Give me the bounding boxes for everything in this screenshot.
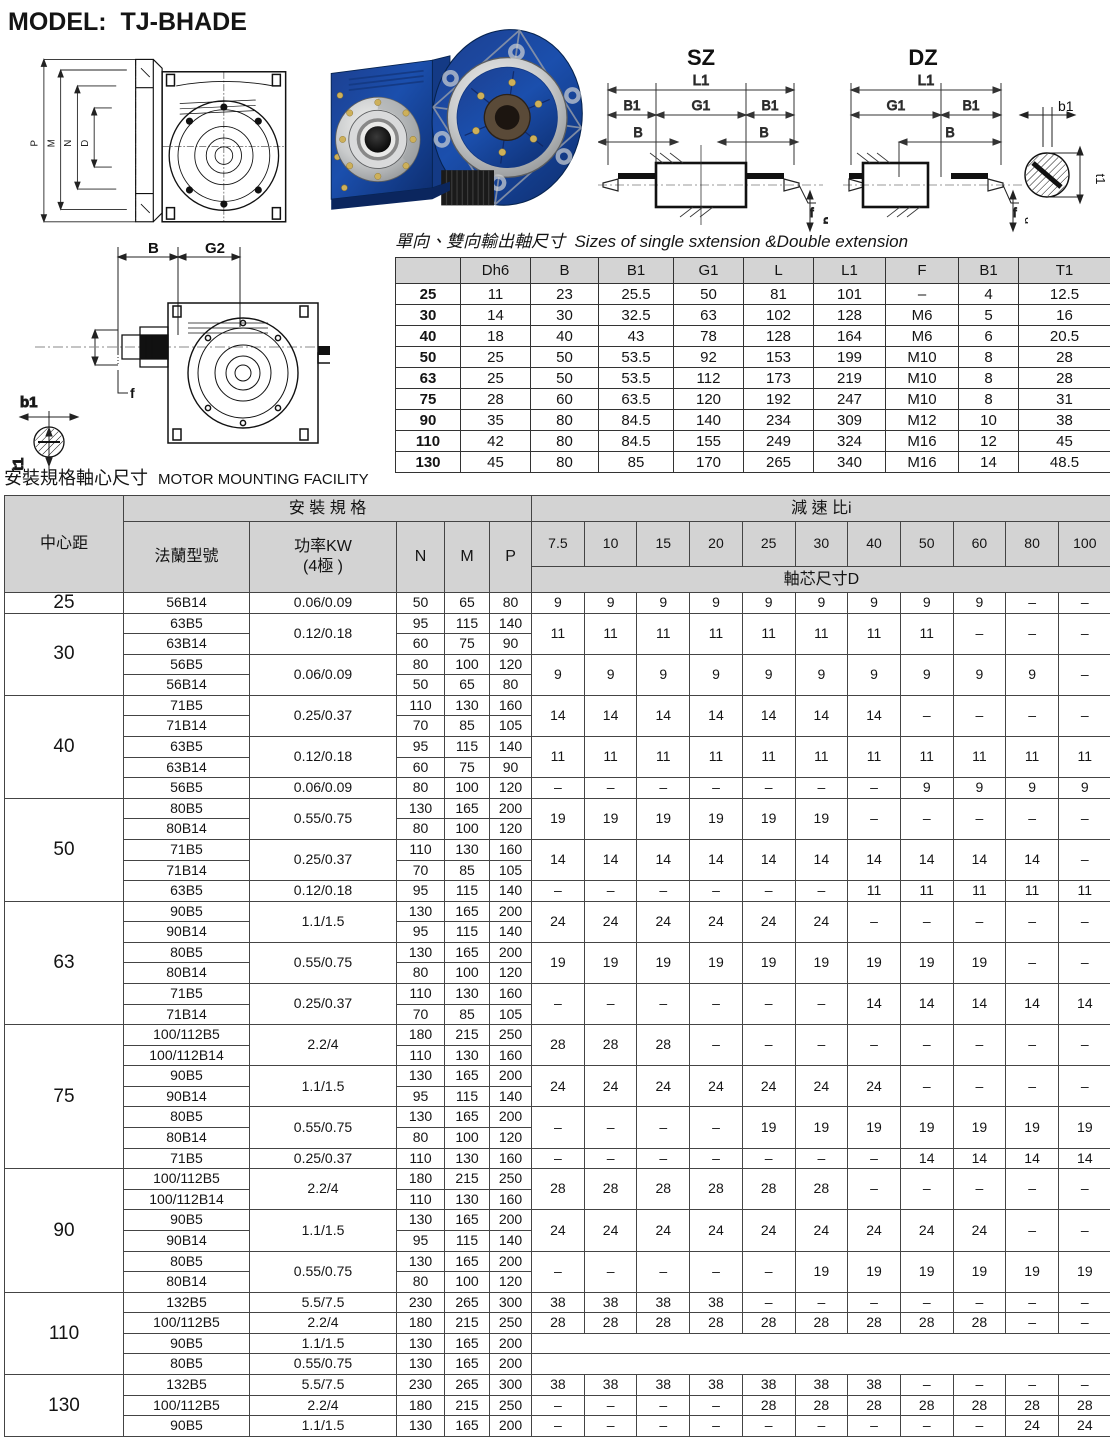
svg-text:f: f — [130, 385, 135, 401]
svg-text:B1: B1 — [623, 97, 640, 113]
svg-text:B1: B1 — [962, 97, 979, 113]
svg-text:G2: G2 — [205, 240, 225, 257]
svg-text:G1: G1 — [692, 97, 711, 113]
svg-text:B1: B1 — [761, 97, 778, 113]
svg-text:B: B — [759, 124, 768, 140]
svg-text:SZ: SZ — [687, 45, 715, 70]
svg-text:t1: t1 — [10, 458, 27, 470]
svg-text:b1: b1 — [1058, 98, 1074, 114]
svg-text:B: B — [633, 124, 642, 140]
svg-text:L1: L1 — [918, 72, 935, 89]
svg-text:B: B — [148, 240, 159, 257]
svg-text:M: M — [46, 139, 57, 147]
svg-text:t1: t1 — [1093, 174, 1105, 185]
svg-text:P: P — [30, 140, 41, 146]
svg-text:N: N — [63, 140, 74, 147]
svg-text:f: f — [810, 205, 814, 220]
svg-text:L1: L1 — [693, 72, 710, 89]
svg-text:DZ: DZ — [908, 45, 937, 70]
svg-text:b1: b1 — [20, 394, 38, 411]
svg-text:d: d — [821, 217, 828, 224]
svg-text:B: B — [945, 124, 954, 140]
svg-text:G1: G1 — [887, 97, 906, 113]
svg-text:D: D — [80, 140, 91, 147]
